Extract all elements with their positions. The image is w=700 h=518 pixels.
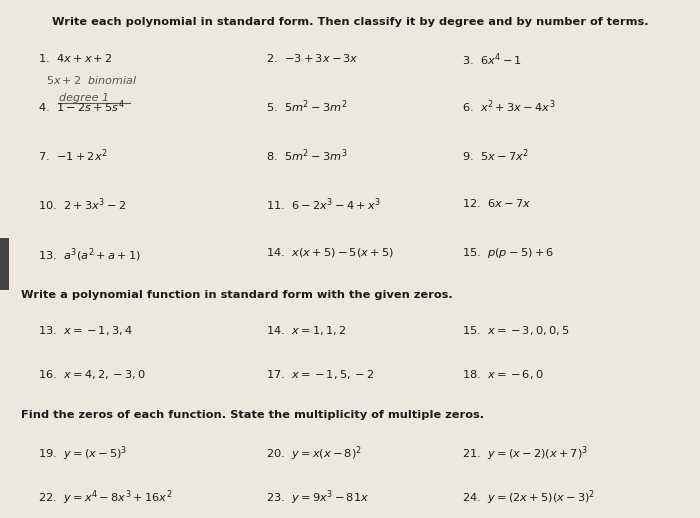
Text: 18.  $x = -6, 0$: 18. $x = -6, 0$ [462, 368, 543, 381]
Text: $5x+2$  binomial: $5x+2$ binomial [46, 74, 136, 85]
Text: 14.  $x = 1, 1, 2$: 14. $x = 1, 1, 2$ [266, 324, 346, 337]
FancyBboxPatch shape [0, 238, 9, 290]
Text: 16.  $x = 4, 2, -3, 0$: 16. $x = 4, 2, -3, 0$ [38, 368, 146, 381]
Text: 13.  $x = -1, 3, 4$: 13. $x = -1, 3, 4$ [38, 324, 133, 337]
Text: 7.  $-1 + 2x^2$: 7. $-1 + 2x^2$ [38, 148, 108, 164]
Text: Find the zeros of each function. State the multiplicity of multiple zeros.: Find the zeros of each function. State t… [21, 410, 484, 420]
Text: 3.  $6x^4 - 1$: 3. $6x^4 - 1$ [462, 52, 522, 68]
Text: 15.  $x = -3, 0, 0, 5$: 15. $x = -3, 0, 0, 5$ [462, 324, 569, 337]
Text: 4.  $1 - 2s + 5s^4$: 4. $1 - 2s + 5s^4$ [38, 98, 125, 115]
Text: 17.  $x = -1, 5, -2$: 17. $x = -1, 5, -2$ [266, 368, 374, 381]
Text: 12.  $6x - 7x$: 12. $6x - 7x$ [462, 197, 531, 209]
Text: 8.  $5m^2 - 3m^3$: 8. $5m^2 - 3m^3$ [266, 148, 347, 164]
Text: degree 1: degree 1 [60, 93, 110, 103]
Text: 20.  $y = x(x - 8)^2$: 20. $y = x(x - 8)^2$ [266, 444, 362, 463]
Text: 14.  $x(x + 5) - 5(x + 5)$: 14. $x(x + 5) - 5(x + 5)$ [266, 246, 394, 259]
Text: 21.  $y = (x - 2)(x + 7)^3$: 21. $y = (x - 2)(x + 7)^3$ [462, 444, 588, 463]
Text: 6.  $x^2 + 3x - 4x^3$: 6. $x^2 + 3x - 4x^3$ [462, 98, 555, 115]
Text: 10.  $2 + 3x^3 - 2$: 10. $2 + 3x^3 - 2$ [38, 197, 127, 213]
Text: 2.  $-3 + 3x - 3x$: 2. $-3 + 3x - 3x$ [266, 52, 359, 64]
Text: 15.  $p(p - 5) + 6$: 15. $p(p - 5) + 6$ [462, 246, 554, 260]
Text: 5.  $5m^2 - 3m^2$: 5. $5m^2 - 3m^2$ [266, 98, 347, 115]
Text: Write each polynomial in standard form. Then classify it by degree and by number: Write each polynomial in standard form. … [52, 17, 648, 26]
Text: Write a polynomial function in standard form with the given zeros.: Write a polynomial function in standard … [21, 290, 453, 300]
Text: 1.  $4x + x + 2$: 1. $4x + x + 2$ [38, 52, 113, 64]
Text: 24.  $y = (2x + 5)(x - 3)^2$: 24. $y = (2x + 5)(x - 3)^2$ [462, 488, 595, 507]
Text: 19.  $y = (x - 5)^3$: 19. $y = (x - 5)^3$ [38, 444, 128, 463]
Text: 23.  $y = 9x^3 - 81x$: 23. $y = 9x^3 - 81x$ [266, 488, 369, 507]
Text: 9.  $5x - 7x^2$: 9. $5x - 7x^2$ [462, 148, 528, 164]
Text: 22.  $y = x^4 - 8x^3 + 16x^2$: 22. $y = x^4 - 8x^3 + 16x^2$ [38, 488, 173, 507]
Text: 13.  $a^3(a^2 + a + 1)$: 13. $a^3(a^2 + a + 1)$ [38, 246, 141, 264]
Text: 11.  $6 - 2x^3 - 4 + x^3$: 11. $6 - 2x^3 - 4 + x^3$ [266, 197, 381, 213]
